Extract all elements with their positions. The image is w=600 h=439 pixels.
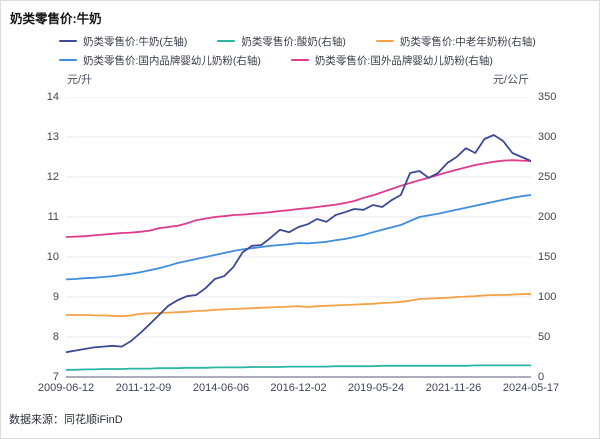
legend-swatch-icon xyxy=(375,39,394,43)
series-line xyxy=(66,292,531,318)
right-axis-unit-label: 元/公斤 xyxy=(492,74,529,86)
legend-swatch-icon xyxy=(290,58,309,62)
right-axis-tick-label: 100 xyxy=(538,291,557,303)
legend-label: 奶类零售价:国外品牌婴幼儿奶粉(右轴) xyxy=(314,54,493,67)
legend-label: 奶类零售价:牛奶(左轴) xyxy=(83,35,188,48)
legend-swatch-icon xyxy=(217,39,236,43)
right-axis-tick-label: 250 xyxy=(538,171,557,183)
x-axis-tick-label: 2024-05-17 xyxy=(502,382,560,394)
x-axis-tick-label: 2011-12-09 xyxy=(115,382,172,394)
series-line xyxy=(66,134,531,354)
legend-swatch-icon xyxy=(59,39,77,43)
series-line xyxy=(66,194,531,281)
legend-label: 奶类零售价:酸奶(右轴) xyxy=(241,35,346,48)
x-axis-tick-label: 2016-12-02 xyxy=(270,382,327,394)
legend-item: 奶类零售价:中老年奶粉(右轴) xyxy=(375,34,536,48)
left-axis-tick-label: 10 xyxy=(46,251,59,263)
line-chart-plot-area xyxy=(66,97,531,378)
x-axis-tick-label: 2009-06-12 xyxy=(37,382,95,394)
right-axis-tick-label: 300 xyxy=(538,131,557,143)
x-axis-tick-label: 2021-11-26 xyxy=(425,382,482,394)
right-axis-tick-label: 0 xyxy=(538,371,545,383)
left-axis-tick-label: 13 xyxy=(46,131,59,143)
chart-legend: 奶类零售价:牛奶(左轴) 奶类零售价:酸奶(右轴) 奶类零售价:中老年奶粉(右轴) 奶… xyxy=(59,34,559,67)
left-axis-tick-label: 12 xyxy=(46,171,59,183)
left-axis-tick-label: 9 xyxy=(52,291,59,303)
right-axis-tick-label: 150 xyxy=(538,251,557,263)
right-axis-tick-label: 50 xyxy=(538,331,551,343)
legend-label: 奶类零售价:国内品牌婴幼儿奶粉(右轴) xyxy=(83,54,261,67)
legend-item: 奶类零售价:牛奶(左轴) xyxy=(59,34,187,48)
right-axis-tick-label: 350 xyxy=(538,91,557,103)
legend-item: 奶类零售价:国外品牌婴幼儿奶粉(右轴) xyxy=(290,53,493,67)
legend-swatch-icon xyxy=(59,58,77,62)
left-axis-tick-label: 8 xyxy=(52,331,59,343)
x-axis-tick-label: 2019-05-24 xyxy=(347,382,405,394)
data-source-note: 数据来源：同花顺iFinD xyxy=(9,414,123,426)
series-line xyxy=(66,364,531,371)
x-axis-tick-label: 2014-06-06 xyxy=(192,382,250,394)
legend-item: 奶类零售价:酸奶(右轴) xyxy=(217,34,346,48)
legend-item: 奶类零售价:国内品牌婴幼儿奶粉(右轴) xyxy=(59,53,261,67)
left-axis-unit-label: 元/升 xyxy=(67,74,93,86)
chart-title: 奶类零售价:牛奶 xyxy=(10,12,102,26)
left-axis-tick-label: 7 xyxy=(52,371,59,383)
series-line xyxy=(66,159,531,238)
legend-label: 奶类零售价:中老年奶粉(右轴) xyxy=(399,35,536,48)
left-axis-tick-label: 11 xyxy=(47,211,59,223)
left-axis-tick-label: 14 xyxy=(46,91,59,103)
right-axis-tick-label: 200 xyxy=(538,211,557,223)
